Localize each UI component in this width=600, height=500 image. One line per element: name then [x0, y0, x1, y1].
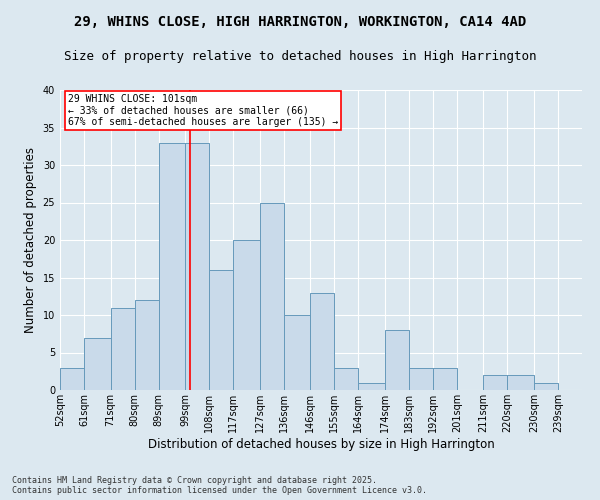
- Bar: [284, 315, 310, 390]
- Bar: [185, 142, 209, 390]
- Bar: [433, 368, 457, 390]
- X-axis label: Distribution of detached houses by size in High Harrington: Distribution of detached houses by size …: [148, 438, 494, 450]
- Bar: [233, 240, 260, 390]
- Bar: [385, 330, 409, 390]
- Bar: [409, 368, 433, 390]
- Bar: [60, 368, 84, 390]
- Bar: [110, 308, 134, 390]
- Text: 29 WHINS CLOSE: 101sqm
← 33% of detached houses are smaller (66)
67% of semi-det: 29 WHINS CLOSE: 101sqm ← 33% of detached…: [68, 94, 338, 127]
- Bar: [209, 270, 233, 390]
- Text: Contains HM Land Registry data © Crown copyright and database right 2025.
Contai: Contains HM Land Registry data © Crown c…: [12, 476, 427, 495]
- Bar: [334, 368, 358, 390]
- Bar: [358, 382, 385, 390]
- Bar: [134, 300, 158, 390]
- Bar: [158, 142, 185, 390]
- Bar: [508, 375, 534, 390]
- Bar: [484, 375, 508, 390]
- Text: 29, WHINS CLOSE, HIGH HARRINGTON, WORKINGTON, CA14 4AD: 29, WHINS CLOSE, HIGH HARRINGTON, WORKIN…: [74, 15, 526, 29]
- Text: Size of property relative to detached houses in High Harrington: Size of property relative to detached ho…: [64, 50, 536, 63]
- Bar: [84, 338, 110, 390]
- Bar: [534, 382, 558, 390]
- Bar: [260, 202, 284, 390]
- Y-axis label: Number of detached properties: Number of detached properties: [24, 147, 37, 333]
- Bar: [310, 292, 334, 390]
